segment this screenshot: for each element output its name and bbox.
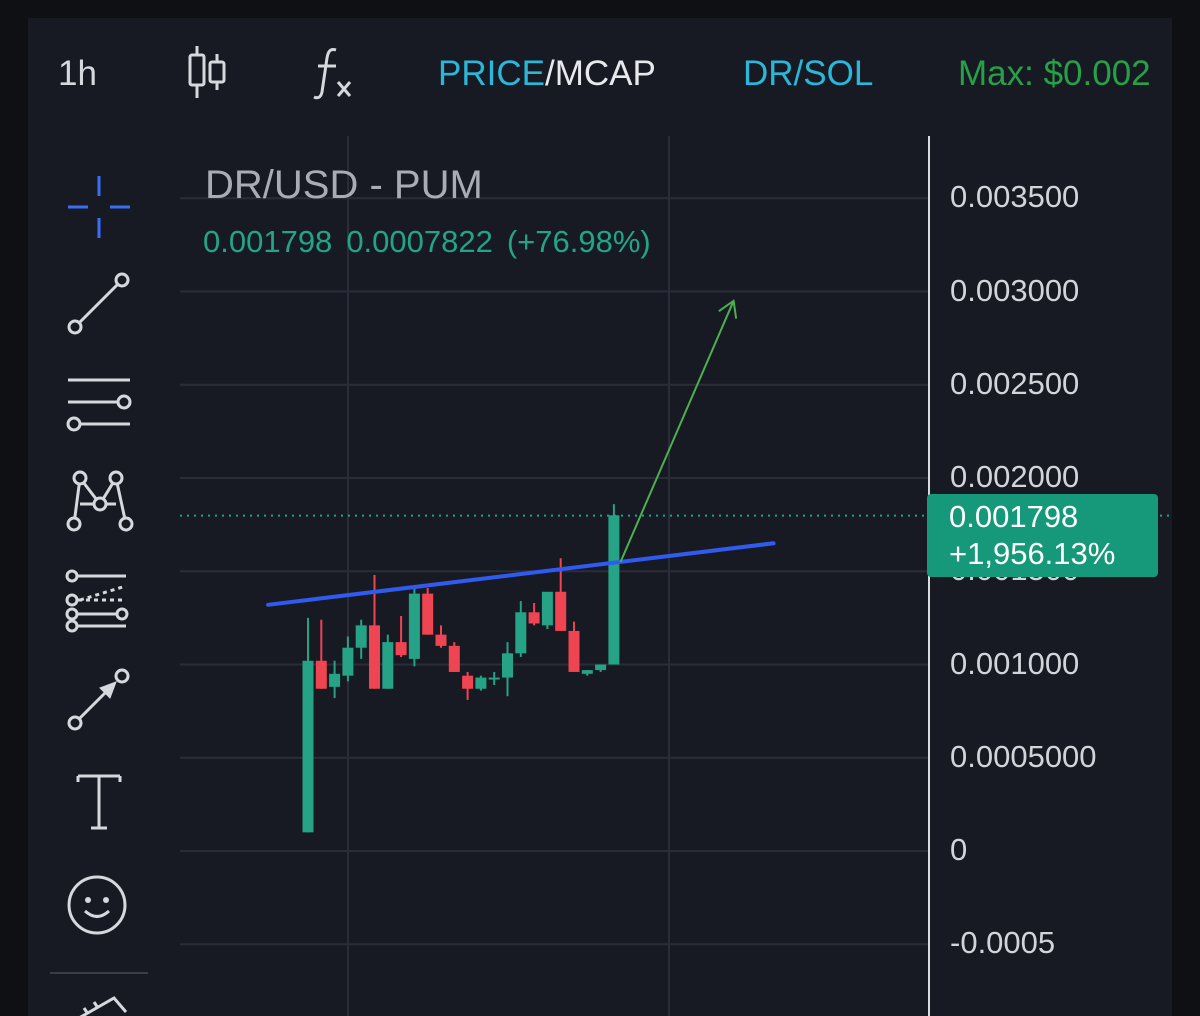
candle-body [329,673,341,687]
candle-body [488,677,500,680]
candle-body [462,675,474,689]
chart-window: 1h PRICE/MCAP DR/SOL Max: $0.002 [28,18,1172,1016]
price-axis-label: -0.0005 [950,925,1056,961]
candle-body [595,664,607,671]
price-mcap-separator: / [544,54,555,93]
toolbar-separator [50,972,148,974]
current-price-change: +1,956.13% [949,536,1116,571]
legend-close: 0.001798 [203,224,333,259]
drawings [266,299,776,607]
pair-toggle[interactable]: DR/SOL [743,54,874,93]
candle [408,588,420,667]
candle-body [581,670,593,674]
candle-body [315,660,327,689]
candle-body [555,591,567,631]
max-price-label: Max: $0.002 [958,54,1151,93]
chart-legend-title: DR/USD - PUM [205,163,483,207]
chart-legend-values: 0.001798 0.0007822 (+76.98%) [203,224,665,260]
trendline-icon[interactable] [64,268,134,343]
candle-body [395,642,407,656]
legend-change: 0.0007822 [346,224,493,259]
price-axis-label: 0.003000 [950,272,1080,308]
candle-body [528,612,540,624]
candlestick-series [302,504,620,833]
candle [302,617,314,833]
drawing-toolbar [28,130,168,1016]
candle-body [608,515,620,665]
candle [541,591,553,630]
candle-body [302,660,314,833]
candle [568,621,580,672]
chart-canvas[interactable] [28,18,1172,1016]
mcap-label[interactable]: MCAP [554,54,656,93]
fib-retracement-icon[interactable] [64,564,134,639]
crosshair-icon[interactable] [64,172,134,247]
price-axis-label: 0 [950,832,968,867]
candle [448,642,460,672]
candle-body [502,653,513,678]
chart-grid [180,136,929,1016]
candle [315,619,327,689]
current-price: 0.001798 [949,499,1079,534]
trendline-drawing [266,541,776,607]
candle [355,619,367,659]
candles-icon[interactable] [186,42,230,107]
candle [595,664,607,672]
candle [502,642,513,697]
candle [422,588,434,635]
price-mcap-toggle[interactable]: PRICE/MCAP [438,54,656,94]
text-tool-icon[interactable] [64,766,134,841]
current-price-tag: 0.001798 +1,956.13% [927,494,1158,577]
candle-body [448,645,460,672]
candle-body [435,634,447,646]
candle [342,636,354,682]
price-axis-label: 0.002500 [950,365,1080,401]
candle-body [408,593,420,659]
candle [462,671,474,700]
interval-selector[interactable]: 1h [58,54,97,93]
candle [608,504,620,665]
candle [369,574,380,689]
price-axis-label: 0.001000 [950,645,1080,681]
pattern-icon[interactable] [64,464,134,539]
candle-body [541,591,553,626]
candle [488,671,500,686]
candle [475,675,487,691]
candle-body [382,642,394,689]
candle [515,601,527,658]
candle [395,616,407,658]
candle [435,625,447,648]
candle-body [568,630,580,672]
candle [581,670,593,676]
candle-body [342,647,354,676]
price-label[interactable]: PRICE [438,54,545,93]
price-axis-label: 0.002000 [950,459,1080,494]
candle-body [422,593,434,635]
ruler-icon[interactable] [64,992,134,1016]
candle-body [355,625,367,648]
price-axis-label: 0.003500 [950,179,1080,215]
top-toolbar: 1h PRICE/MCAP DR/SOL Max: $0.002 [28,18,1172,130]
arrow-drawing [619,299,738,563]
candle-body [515,612,527,654]
price-axis-label: 0.0005000 [950,738,1097,774]
candle-body [475,677,487,689]
horizontal-lines-icon[interactable] [64,366,134,441]
legend-change-pct: (+76.98%) [506,224,651,259]
candle-body [369,625,380,689]
candle [382,634,394,689]
candle [528,602,540,626]
candle [329,660,341,699]
arrow-tool-icon[interactable] [64,664,134,739]
indicators-fx-icon[interactable] [310,42,360,107]
emoji-icon[interactable] [64,870,134,945]
